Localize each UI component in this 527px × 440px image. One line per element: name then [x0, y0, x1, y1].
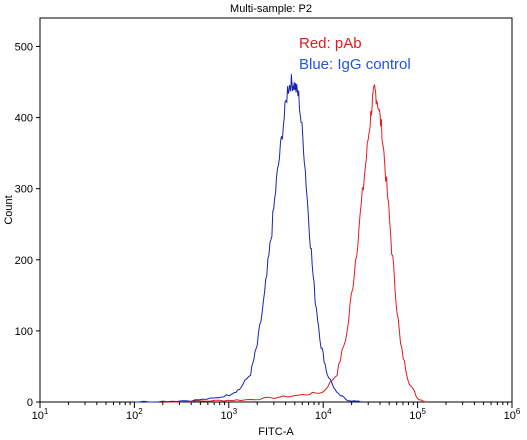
x-tick-exponent: 1	[44, 407, 49, 416]
y-tick-label: 400	[15, 113, 33, 125]
x-tick-label: 103	[220, 407, 237, 422]
y-axis-label: Count	[3, 195, 15, 224]
x-tick-base: 10	[409, 410, 421, 422]
x-tick-exponent: 3	[233, 407, 238, 416]
y-axis: 0 100 200 300 400 500	[15, 41, 40, 409]
x-axis: 101 102 103 104 105 106	[32, 402, 521, 422]
x-tick-label: 101	[32, 407, 49, 422]
x-tick-base: 10	[315, 410, 327, 422]
x-tick-label: 105	[409, 407, 426, 422]
x-tick-label: 104	[315, 407, 332, 422]
y-tick-label: 0	[27, 397, 33, 409]
legend-red-label: Red: pAb	[299, 35, 362, 52]
x-tick-exponent: 2	[138, 407, 143, 416]
series-line-blue	[134, 74, 361, 403]
x-tick-exponent: 6	[516, 407, 521, 416]
x-tick-label: 106	[504, 407, 521, 422]
series-layer	[134, 74, 427, 403]
legend-blue-label: Blue: IgG control	[299, 56, 411, 73]
plot-frame	[39, 17, 513, 403]
x-tick-base: 10	[220, 410, 232, 422]
x-tick-exponent: 5	[421, 407, 426, 416]
series-line-red	[162, 83, 427, 403]
y-tick-label: 300	[15, 184, 33, 196]
x-tick-base: 10	[126, 410, 138, 422]
y-tick-label: 100	[15, 326, 33, 338]
x-tick-base: 10	[32, 410, 44, 422]
chart-title: Multi-sample: P2	[230, 3, 312, 15]
x-tick-base: 10	[504, 410, 516, 422]
x-tick-label: 102	[126, 407, 143, 422]
x-axis-label: FITC-A	[258, 426, 294, 438]
y-tick-label: 500	[15, 41, 33, 53]
x-tick-exponent: 4	[327, 407, 332, 416]
y-tick-label: 200	[15, 255, 33, 267]
